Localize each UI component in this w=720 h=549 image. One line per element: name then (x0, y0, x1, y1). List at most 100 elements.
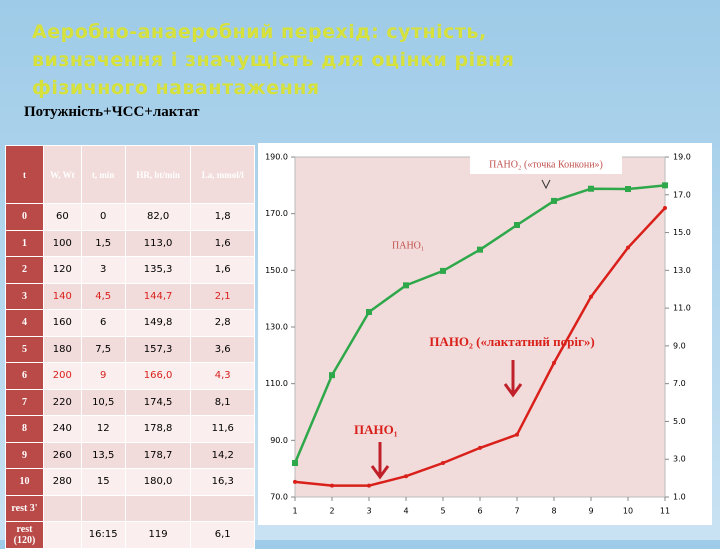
table-cell: 1,6 (190, 229, 255, 257)
annotation: ПАНО₁ (392, 240, 424, 251)
x-tick-label: 3 (366, 507, 371, 516)
table-cell: 2 (5, 256, 44, 284)
point (625, 186, 631, 193)
table-cell: 1,5 (80, 229, 126, 257)
table-cell: 8 (5, 415, 44, 443)
table-row: 5 180 7,5 157,3 3,6 (5, 335, 255, 363)
table-cell: W, Wt (43, 145, 82, 204)
table-row: 4 160 6 149,8 2,8 (5, 309, 255, 337)
x-tick-label: 11 (660, 507, 670, 516)
table-cell: 4,3 (190, 362, 255, 390)
title-line: фізичного навантаження (32, 77, 320, 99)
slide-title: Аеробно-анаеробний перехід: сутність, виз… (32, 18, 514, 102)
y2-tick-label: 19.0 (673, 153, 691, 162)
point (330, 483, 334, 488)
table-cell: 1 (5, 229, 44, 257)
point (477, 246, 483, 253)
table-cell: 280 (43, 468, 82, 496)
table-cell: 10,5 (80, 388, 126, 416)
point (478, 445, 482, 450)
arrow (370, 442, 390, 480)
table-cell: 149,8 (124, 309, 192, 337)
x-tick-label: 10 (623, 507, 633, 516)
y-tick-label: 90.0 (270, 436, 288, 445)
point (440, 267, 446, 274)
table-row: 6 200 9 166,0 4,3 (5, 362, 255, 390)
table-cell: 140 (43, 282, 82, 310)
point (367, 483, 371, 488)
table-cell: 113,0 (124, 229, 192, 257)
point (515, 432, 519, 437)
y-tick-label: 150.0 (265, 266, 288, 275)
table-cell: 14,2 (190, 441, 255, 469)
plot-area (294, 156, 666, 498)
x-tick-label: 5 (440, 507, 445, 516)
table-row: 3 140 4,5 144,7 2,1 (5, 282, 255, 310)
point (663, 206, 667, 210)
table-cell: 82,0 (124, 203, 192, 231)
table-row: 8 240 12 178,8 11,6 (5, 415, 255, 443)
table-cell: 6 (80, 309, 126, 337)
annotation: ПАНО₂ («точка Конкони») (489, 159, 603, 170)
table-cell: 2,8 (190, 309, 255, 337)
y2-tick-label: 5.0 (673, 417, 686, 426)
y2-tick-label: 9.0 (673, 341, 686, 350)
table-cell: HR, bt/min (124, 145, 192, 204)
y-tick-label: 70.0 (270, 493, 288, 502)
table-cell: 60 (43, 203, 82, 231)
data-table: t W, Wt t, min HR, bt/min La, mmol/l 0 60 0 82,0… (5, 145, 255, 549)
table-cell: 9 (80, 362, 126, 390)
table-cell: t (5, 145, 44, 204)
y-tick-label: 190.0 (265, 153, 288, 162)
table-cell: 12 (80, 415, 126, 443)
table-cell: 1,6 (190, 256, 255, 284)
title-line: визначення і значущість для оцінки рівня (32, 49, 515, 71)
point (329, 372, 335, 379)
table-cell: 7 (5, 388, 44, 416)
annotation: ПАНО₁ (354, 422, 398, 437)
table-row: 0 60 0 82,0 1,8 (5, 203, 255, 231)
table-row: 7 220 10,5 174,5 8,1 (5, 388, 255, 416)
table-cell: 180,0 (124, 468, 192, 496)
table-cell: 240 (43, 415, 82, 443)
table-cell: 220 (43, 388, 82, 416)
x-tick-label: 2 (329, 507, 334, 516)
point (551, 197, 557, 204)
table-cell (43, 494, 82, 522)
table-cell (80, 494, 126, 522)
table-cell: 3 (5, 282, 44, 310)
table-cell: 120 (43, 256, 82, 284)
point (366, 308, 372, 315)
x-tick-label: 7 (514, 507, 519, 516)
table-cell: 15 (80, 468, 126, 496)
table-cell: 10 (5, 468, 44, 496)
table-cell: 160 (43, 309, 82, 337)
table-cell: 200 (43, 362, 82, 390)
table-cell: 166,0 (124, 362, 192, 390)
arrow (503, 360, 523, 398)
x-tick-label: 8 (551, 507, 556, 516)
table-cell: t, min (80, 145, 126, 204)
table-cell: 260 (43, 441, 82, 469)
y2-tick-label: 13.0 (673, 266, 691, 275)
title-line: Аеробно-анаеробний перехід: сутність, (32, 21, 487, 43)
table-cell: 4,5 (80, 282, 126, 310)
table-cell: 2,1 (190, 282, 255, 310)
y2-tick-label: 3.0 (673, 455, 686, 464)
table-cell: 9 (5, 441, 44, 469)
y2-tick-label: 1.0 (673, 493, 686, 502)
table-cell: 16,3 (190, 468, 255, 496)
table-cell: 6 (5, 362, 44, 390)
table-cell: 157,3 (124, 335, 192, 363)
table-cell: La, mmol/l (190, 145, 255, 204)
y2-tick-label: 7.0 (673, 379, 686, 388)
table-cell: 11,6 (190, 415, 255, 443)
x-tick-label: 9 (588, 507, 593, 516)
table-row: 10 280 15 180,0 16,3 (5, 468, 255, 496)
table-cell: 174,5 (124, 388, 192, 416)
annotation-box (470, 154, 622, 174)
point (441, 461, 445, 465)
x-tick-label: 6 (477, 507, 482, 516)
